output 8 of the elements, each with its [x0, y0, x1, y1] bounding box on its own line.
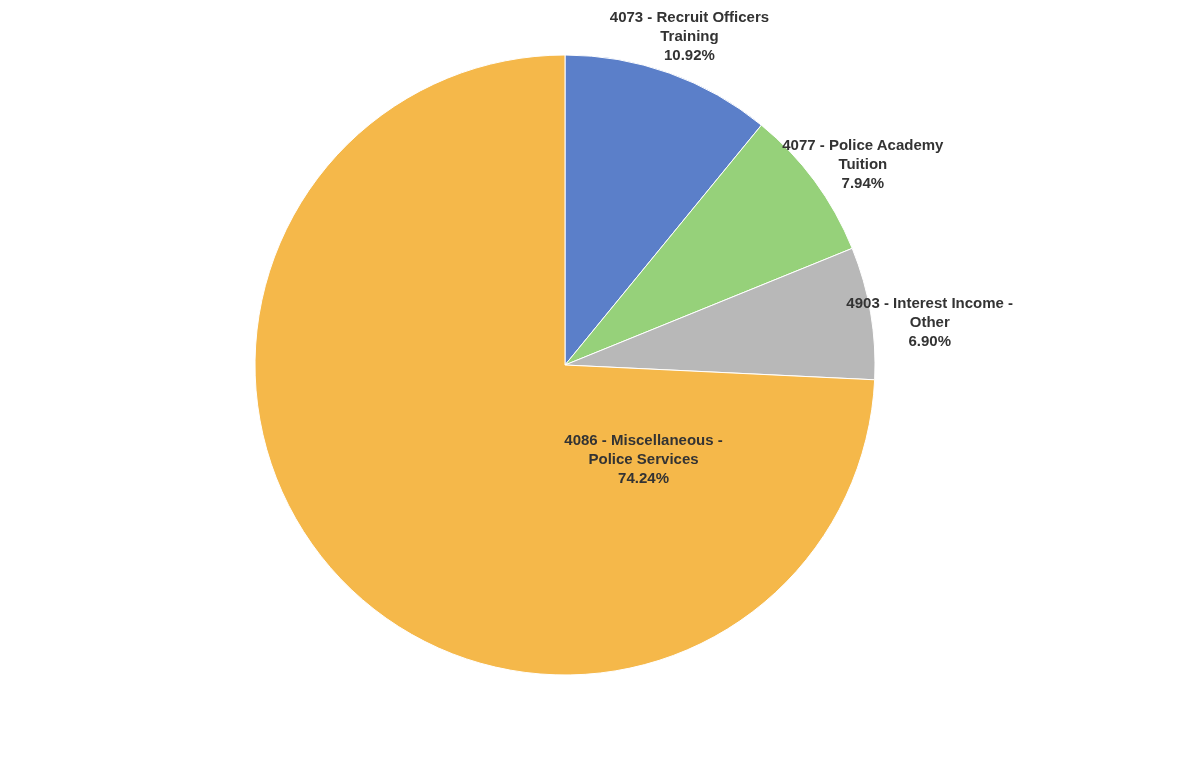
slice-label: 4073 - Recruit Officers Training: [609, 7, 770, 44]
data-label: 7.94%: [841, 174, 885, 192]
slice-label: 4077 - Police Academy Tuition: [782, 136, 945, 173]
data-label: 74.24%: [618, 468, 669, 486]
slice-label: 4903 - Interest Income - Other: [846, 293, 1014, 330]
data-label: 10.92%: [664, 45, 715, 63]
slice-label: 4086 - Miscellaneous - Police Services: [564, 430, 723, 467]
data-label: 6.90%: [908, 331, 951, 349]
